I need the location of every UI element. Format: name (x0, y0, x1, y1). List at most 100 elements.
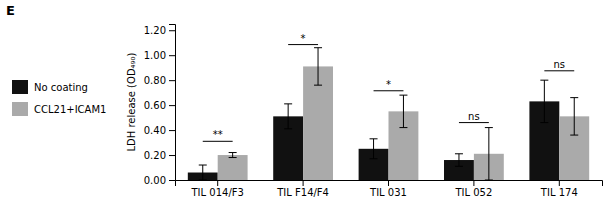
legend: No coating CCL21+ICAM1 (12, 80, 106, 116)
error-bar-cap (370, 158, 378, 159)
tick-label: 0.60 (144, 100, 166, 111)
tick: 0.40 (144, 125, 175, 136)
legend-label: No coating (34, 82, 88, 93)
error-bar-line (574, 98, 575, 135)
tick: TIL 052 (454, 180, 492, 198)
error-bar-line (288, 104, 289, 129)
tick-mark (169, 105, 175, 106)
error-bar (540, 80, 548, 122)
tick: 0.00 (144, 175, 175, 186)
error-bar-line (488, 128, 489, 180)
error-bar-cap (370, 138, 378, 139)
error-bar (399, 95, 407, 127)
error-bar-cap (570, 135, 578, 136)
tick: 1.00 (144, 50, 175, 61)
error-bar-line (318, 48, 319, 85)
tick-mark (388, 180, 389, 186)
marks (188, 45, 589, 180)
tick-mark (169, 180, 175, 181)
error-bar-cap (485, 180, 493, 181)
error-bar-cap (199, 180, 207, 181)
bar (218, 155, 248, 180)
tick-mark (169, 55, 175, 56)
tick-label: TIL 174 (540, 187, 578, 198)
plot: 0.000.200.400.600.801.001.20TIL 014/F3TI… (144, 25, 603, 199)
tick-mark (217, 180, 218, 186)
error-bar-cap (399, 127, 407, 128)
error-bar-cap (314, 47, 322, 48)
error-bar-cap (455, 166, 463, 167)
y-axis: 0.00 0.20 0.40 0.60 0.80 1.00 1.20 (144, 25, 176, 186)
axis-line (176, 181, 603, 187)
significance-bracket (544, 70, 574, 71)
error-bar-cap (455, 153, 463, 154)
error-bar-line (544, 80, 545, 122)
significance-bracket (288, 44, 318, 45)
tick-label: TIL 031 (369, 187, 407, 198)
error-bar-line (458, 154, 459, 166)
tick: TIL 031 (369, 180, 407, 198)
annotation: * (386, 79, 391, 90)
significance-bracket (459, 122, 489, 123)
error-bar-line (202, 165, 203, 180)
tick-label: 0.40 (144, 125, 166, 136)
error-bar-cap (399, 95, 407, 96)
annotation: ns (554, 59, 566, 70)
error-bar (370, 139, 378, 159)
error-bar (284, 104, 292, 129)
error-bar (199, 165, 207, 180)
error-bar-cap (199, 165, 207, 166)
axis-title: LDH release (OD₄₉₀) (126, 52, 137, 151)
error-bar-cap (284, 103, 292, 104)
legend-item: No coating (12, 80, 88, 94)
legend-item: CCL21+ICAM1 (12, 102, 106, 116)
tick-label: 0.20 (144, 150, 166, 161)
tick-mark (303, 180, 304, 186)
tick: 0.20 (144, 150, 175, 161)
error-bar-cap (314, 85, 322, 86)
error-bar (455, 154, 463, 166)
error-bar-cap (284, 128, 292, 129)
tick-label: 1.20 (144, 25, 166, 36)
tick-mark (473, 180, 474, 186)
tick-label: 1.00 (144, 50, 166, 61)
error-bar-line (232, 153, 233, 158)
error-bar-cap (229, 152, 237, 153)
error-bar-cap (485, 127, 493, 128)
axis-line (169, 25, 176, 181)
tick-label: TIL F14/F4 (276, 187, 329, 198)
tick: 1.20 (144, 25, 175, 36)
legend-swatch (12, 80, 28, 94)
title: E (6, 3, 15, 18)
legend-swatch (12, 102, 28, 116)
tick-label: 0.80 (144, 75, 166, 86)
tick-mark (169, 30, 175, 31)
tick: TIL F14/F4 (276, 180, 329, 198)
tick-mark (169, 155, 175, 156)
chart: E0.000.200.400.600.801.001.20TIL 014/F3T… (0, 0, 616, 208)
legend-label: CCL21+ICAM1 (34, 104, 106, 115)
error-bar-cap (540, 122, 548, 123)
tick: 0.80 (144, 75, 175, 86)
tick-mark (169, 80, 175, 81)
tick-mark (559, 180, 560, 186)
x-axis: TIL 014/F3 TIL F14/F4 TIL 031 TIL 052 TIL 17… (176, 180, 603, 198)
annotation: ** (213, 129, 223, 140)
error-bar-cap (229, 157, 237, 158)
error-bar-cap (570, 97, 578, 98)
error-bar (570, 98, 578, 135)
tick-label: 0.00 (144, 175, 166, 186)
tick: TIL 174 (540, 180, 578, 198)
error-bar-line (373, 139, 374, 159)
tick-label: TIL 052 (454, 187, 492, 198)
error-bar-line (403, 95, 404, 127)
error-bar (229, 153, 237, 158)
error-bar-cap (540, 80, 548, 81)
tick: TIL 014/F3 (191, 180, 244, 198)
tick: 0.60 (144, 100, 175, 111)
error-bar (314, 48, 322, 85)
error-bar (485, 128, 493, 180)
significance-bracket (203, 141, 233, 142)
tick-mark (169, 130, 175, 131)
annotation: ns (468, 111, 480, 122)
